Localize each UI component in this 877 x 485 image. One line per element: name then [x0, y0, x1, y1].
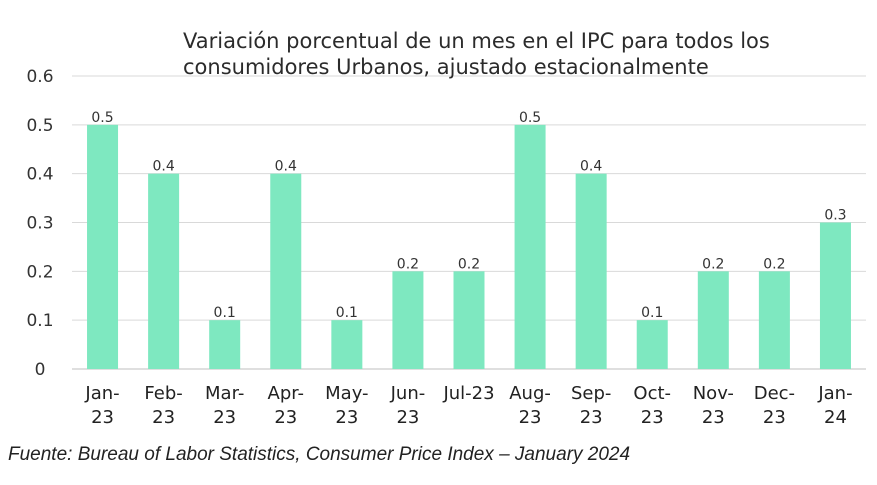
- x-axis-ticks: Jan- 23 Feb- 23 Mar- 23 Apr- 23 May- 23 Jun- 23 Jul-…: [84, 383, 852, 428]
- bar: [392, 271, 424, 369]
- bar: [87, 124, 119, 369]
- x-tick-label: Jun-: [390, 383, 426, 404]
- x-tick-label-line2: 23: [213, 407, 236, 428]
- x-tick-label-line2: 23: [763, 407, 786, 428]
- x-tick-label-line2: 23: [274, 407, 297, 428]
- x-tick-label-line2: 23: [519, 407, 542, 428]
- data-label: 0.4: [152, 159, 174, 175]
- y-tick-label: 0.1: [26, 311, 53, 331]
- x-tick-label: Dec-: [754, 383, 795, 404]
- bar: [148, 173, 180, 369]
- x-tick-label-line2: 23: [335, 407, 358, 428]
- bar: [758, 271, 790, 369]
- bar: [270, 173, 302, 369]
- data-label: 0.3: [824, 208, 846, 224]
- x-tick-label: Mar-: [205, 383, 244, 404]
- data-label: 0.4: [275, 159, 297, 175]
- data-label: 0.2: [458, 256, 480, 272]
- x-tick-label: Jan-: [817, 383, 852, 404]
- x-tick-label: Jan-: [84, 383, 119, 404]
- x-tick-label: Nov-: [693, 383, 734, 404]
- bar: [453, 271, 485, 369]
- x-tick-label: May-: [325, 383, 368, 404]
- x-tick-label: Aug-: [509, 383, 551, 404]
- x-tick-label: Oct-: [633, 383, 671, 404]
- x-tick-label-line2: 23: [152, 407, 175, 428]
- x-tick-label-line2: 23: [641, 407, 664, 428]
- bar: [209, 320, 241, 369]
- x-tick-label-line2: 23: [580, 407, 603, 428]
- data-label: 0.5: [91, 110, 113, 126]
- bar: [514, 124, 546, 369]
- y-tick-label: 0.3: [26, 214, 53, 234]
- chart: Variación porcentual de un mes en el IPC…: [26, 29, 866, 428]
- bars: [87, 124, 851, 369]
- x-tick-label: Jul-23: [442, 383, 494, 404]
- y-tick-label: 0.4: [26, 165, 53, 185]
- y-tick-label: 0.5: [26, 116, 53, 136]
- source-note: Fuente: Bureau of Labor Statistics, Cons…: [8, 444, 631, 465]
- y-tick-label: 0.2: [26, 262, 53, 282]
- data-labels: 0.5 0.4 0.1 0.4 0.1 0.2 0.2 0.5 0.4 0.1 0.2 0.2 0.3: [91, 110, 846, 321]
- y-axis-ticks: 0 0.1 0.2 0.3 0.4 0.5 0.6: [26, 67, 53, 380]
- bar: [575, 173, 607, 369]
- data-label: 0.4: [580, 159, 602, 175]
- data-label: 0.5: [519, 110, 541, 126]
- data-label: 0.1: [214, 305, 236, 321]
- x-tick-label-line2: 23: [702, 407, 725, 428]
- x-tick-label-line2: 24: [824, 407, 847, 428]
- data-label: 0.1: [336, 305, 358, 321]
- data-label: 0.2: [702, 256, 724, 272]
- bar: [331, 320, 363, 369]
- chart-title: Variación porcentual de un mes en el IPC…: [183, 29, 770, 79]
- bar: [697, 271, 729, 369]
- x-tick-label: Feb-: [144, 383, 182, 404]
- x-tick-label-line2: 23: [396, 407, 419, 428]
- bar: [819, 222, 851, 369]
- y-tick-label: 0: [35, 360, 46, 380]
- chart-svg: 00.10.20.30.40.50.6 0.50.40.10.40.10.2 0.…: [26, 67, 866, 428]
- x-tick-label: Apr-: [268, 383, 304, 404]
- x-tick-label: Sep-: [571, 383, 611, 404]
- x-tick-label-line2: 23: [91, 407, 114, 428]
- data-label: 0.2: [397, 256, 419, 272]
- data-label: 0.1: [641, 305, 663, 321]
- bar: [636, 320, 668, 369]
- y-tick-label: 0.6: [26, 67, 53, 87]
- data-label: 0.2: [763, 256, 785, 272]
